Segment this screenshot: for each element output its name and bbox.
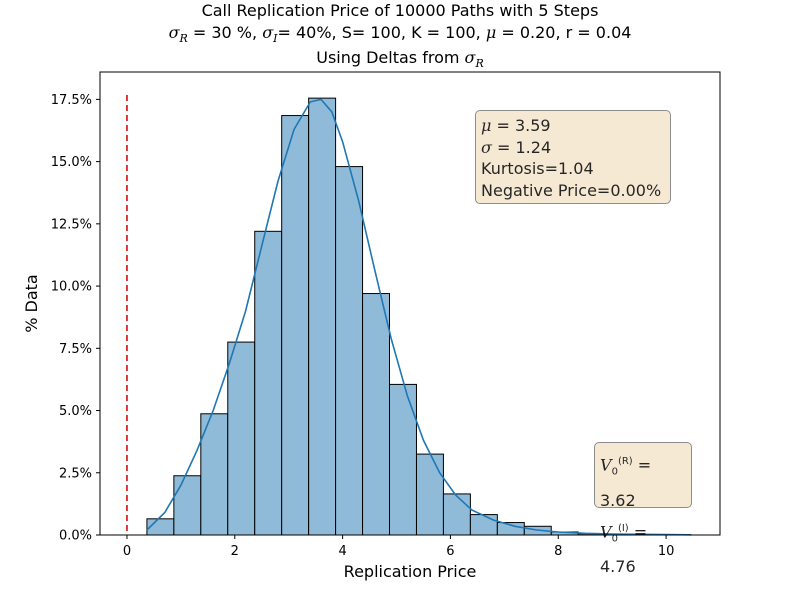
- histogram-bar: [442, 493, 471, 536]
- histogram-bar: [469, 514, 498, 536]
- chart-title-text: Call Replication Price of 10000 Paths wi…: [201, 1, 599, 20]
- histogram-bar: [389, 383, 417, 536]
- stats-sigma: σ = 1.24: [481, 137, 552, 157]
- x-axis-label: Replication Price: [344, 562, 477, 581]
- y-tick-label: 10.0%: [51, 280, 92, 295]
- y-tick-label: 0.0%: [59, 529, 92, 544]
- value-v-i: V0(I) = 4.76: [600, 521, 648, 577]
- histogram-bar: [173, 475, 202, 536]
- x-tick-label: 10: [658, 544, 675, 559]
- histogram-bar: [362, 293, 391, 536]
- value-v-r: V0(R) = 3.62: [600, 455, 652, 510]
- subtitle2-text: Using Deltas from: [316, 48, 460, 67]
- histogram-bar: [415, 453, 444, 536]
- chart-title: Call Replication Price of 10000 Paths wi…: [0, 1, 800, 20]
- histogram-bar: [308, 97, 337, 536]
- x-tick-label: 8: [554, 544, 562, 559]
- stats-sigma-value: 1.24: [515, 137, 552, 157]
- histogram-bar: [335, 166, 364, 536]
- mu-value: 0.20: [519, 23, 556, 42]
- y-tick-label: 12.5%: [51, 217, 92, 232]
- stats-mu: μ = 3.59: [481, 116, 551, 135]
- value-box: V0(R) = 3.62 V0(I) = 4.76: [594, 442, 692, 576]
- chart-subtitle-2: Using Deltas from σR: [316, 48, 484, 71]
- y-tick-label: 2.5%: [59, 466, 92, 481]
- y-tick-label: 7.5%: [59, 342, 92, 357]
- plot-frame: [99, 71, 721, 536]
- y-axis-label: % Data: [22, 274, 41, 333]
- value-v-i-number: 4.76: [600, 557, 636, 577]
- x-tick-label: 4: [338, 544, 346, 559]
- histogram-bar: [227, 341, 256, 536]
- subtitle-params: S= 100, K = 100,: [341, 23, 481, 42]
- y-tick-label: 5.0%: [59, 404, 92, 419]
- x-tick-label: 6: [446, 544, 454, 559]
- x-tick-label: 0: [123, 544, 131, 559]
- stats-box: μ = 3.59 σ = 1.24 Kurtosis=1.04 Negative…: [475, 110, 671, 204]
- histogram-bar: [281, 115, 310, 536]
- value-v-r-number: 3.62: [600, 490, 636, 510]
- histogram-bar: [254, 230, 283, 536]
- y-tick-label: 15.0%: [51, 155, 92, 170]
- stats-mu-value: 3.59: [514, 116, 551, 135]
- stats-negative-price: Negative Price=0.00%: [481, 180, 662, 200]
- stats-kurtosis: Kurtosis=1.04: [481, 159, 594, 178]
- rate-value: r = 0.04: [565, 23, 632, 42]
- y-tick-label: 17.5%: [51, 93, 92, 108]
- histogram-bar: [200, 413, 229, 536]
- sigma-i-value: 40%: [295, 23, 332, 42]
- x-tick-label: 2: [231, 544, 239, 559]
- kde-curve: [146, 98, 692, 536]
- sigma-r-value: 30 %: [211, 23, 253, 42]
- chart-subtitle: σR = 30 %, σI= 40%, S= 100, K = 100, μ =…: [168, 23, 632, 46]
